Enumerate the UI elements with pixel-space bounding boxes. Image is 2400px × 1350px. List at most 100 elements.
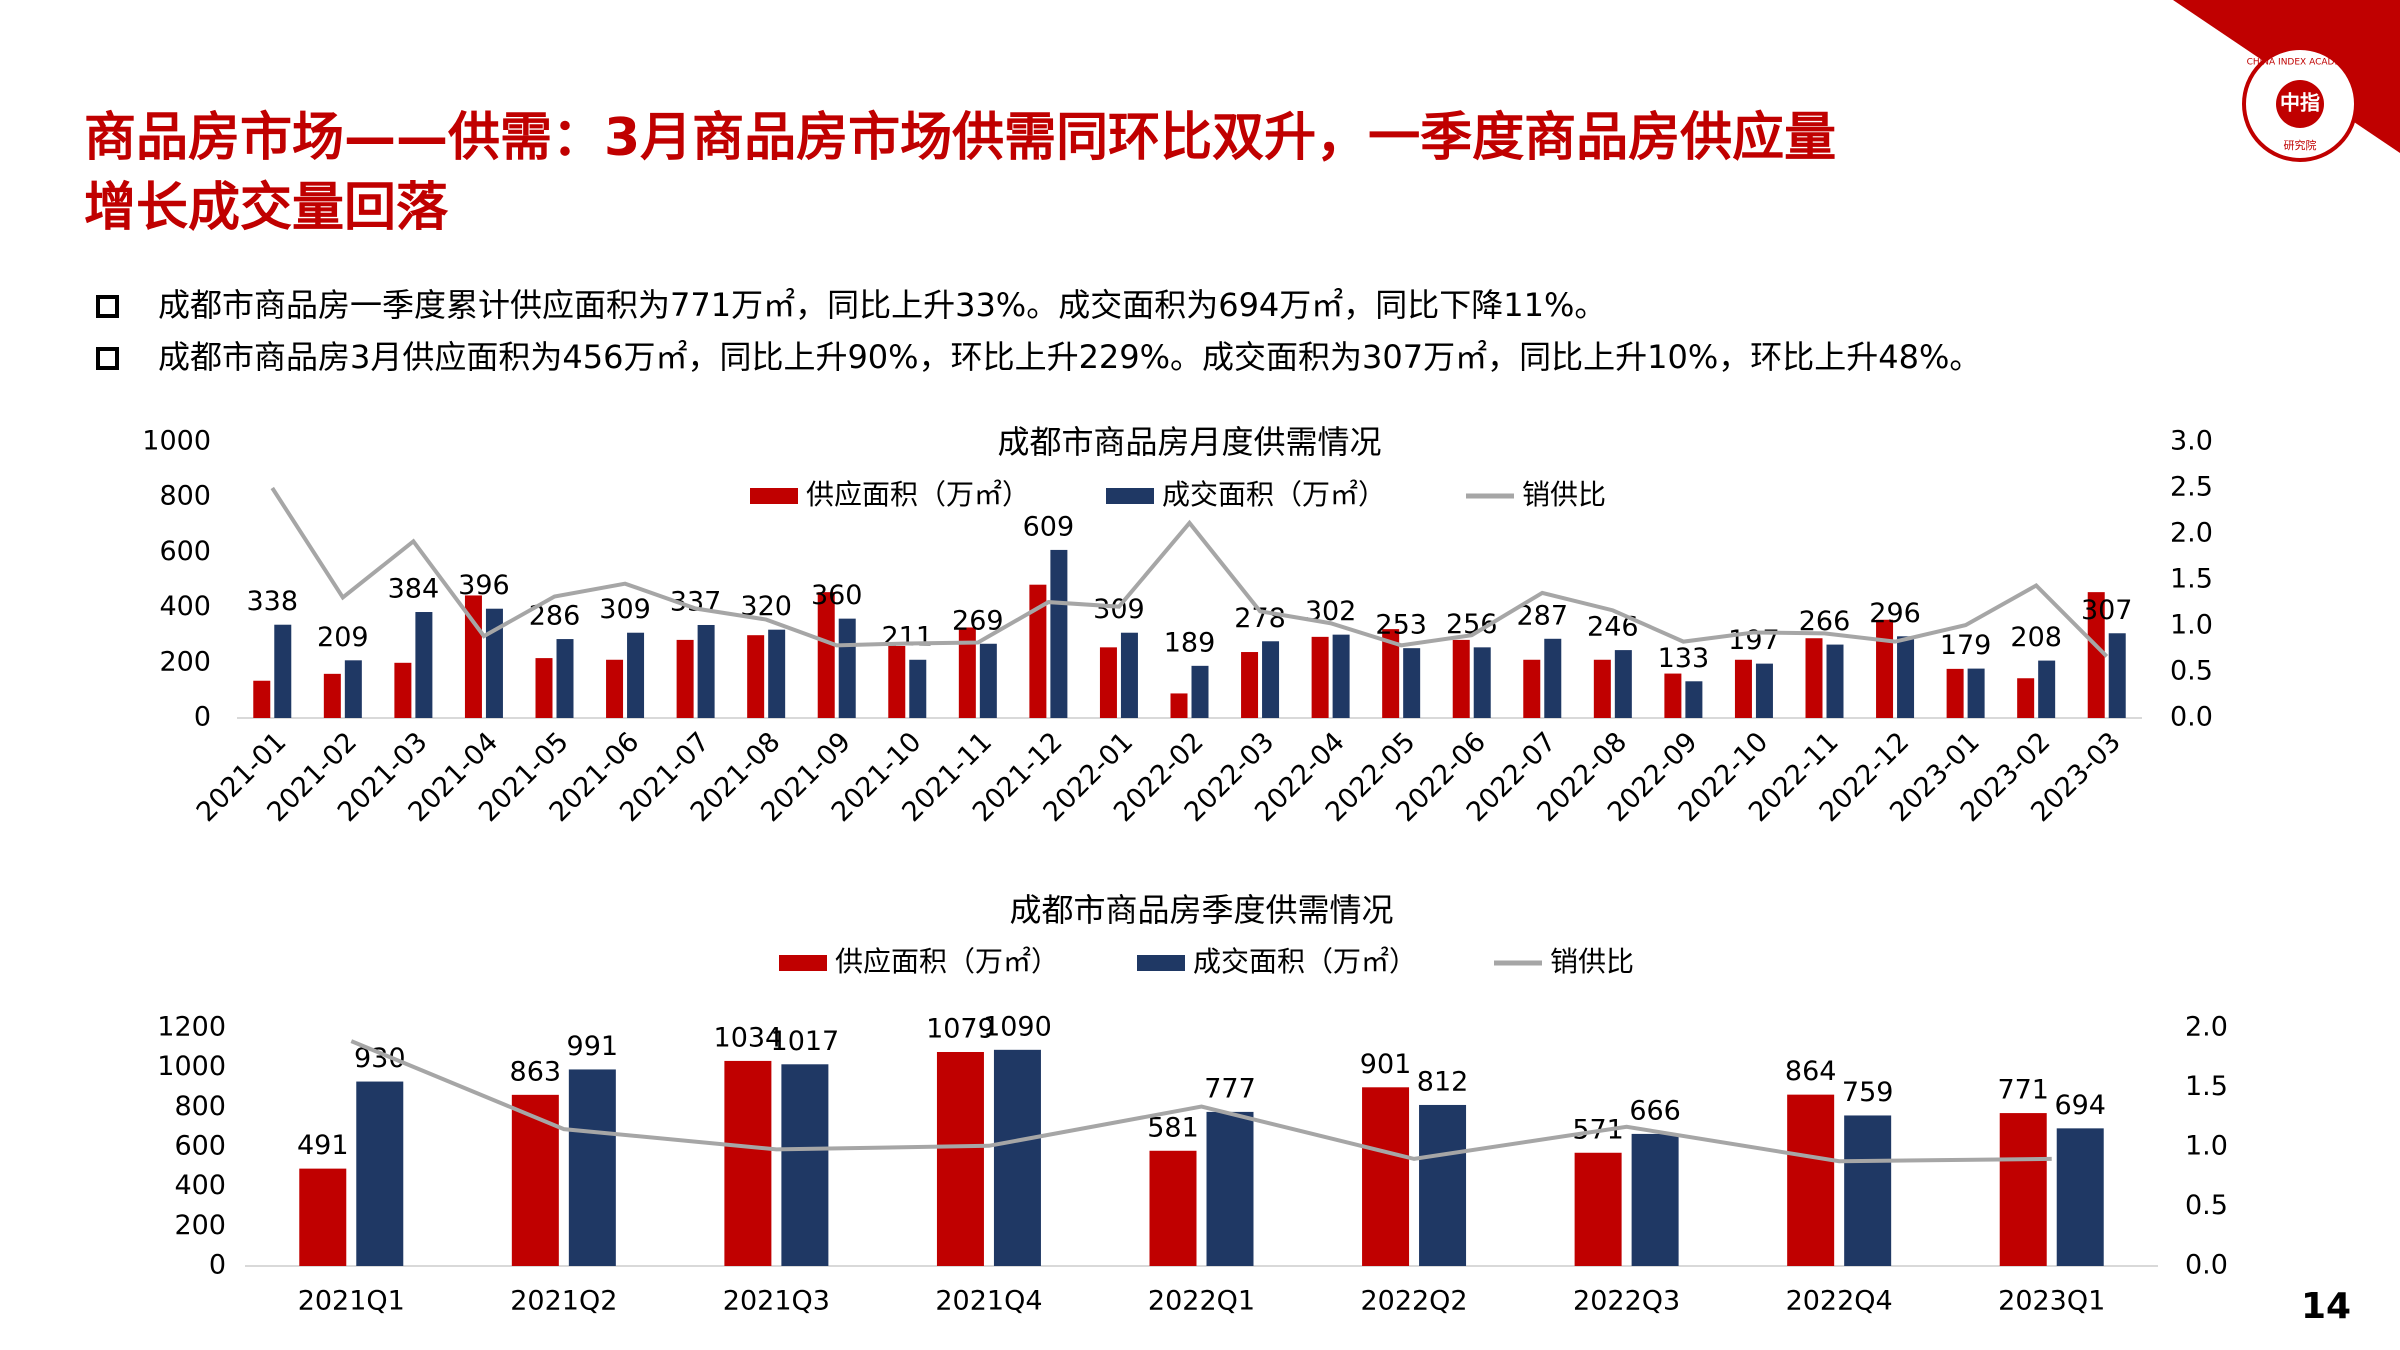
value-label: 208 bbox=[2010, 622, 2062, 653]
bar bbox=[1631, 1133, 1679, 1266]
value-label: 771 bbox=[1997, 1075, 2049, 1106]
value-label: 209 bbox=[317, 622, 369, 653]
value-label: 396 bbox=[458, 570, 510, 601]
bar bbox=[253, 680, 271, 718]
bar bbox=[1593, 659, 1611, 718]
slide-title: 增长成交量回落 bbox=[84, 178, 449, 238]
bar bbox=[1805, 638, 1823, 718]
y2-tick-label: 2.0 bbox=[2185, 1012, 2228, 1043]
value-label: 253 bbox=[1375, 610, 1427, 641]
bar bbox=[1050, 549, 1068, 718]
bar bbox=[627, 632, 645, 718]
logo-core bbox=[2276, 80, 2324, 128]
value-label: 1079 bbox=[926, 1013, 995, 1044]
y-tick-label: 1000 bbox=[142, 426, 211, 457]
y2-tick-label: 0.0 bbox=[2170, 702, 2213, 733]
value-label: 864 bbox=[1785, 1056, 1837, 1087]
bar bbox=[1946, 668, 1964, 718]
value-label: 1090 bbox=[983, 1011, 1052, 1042]
bar bbox=[1149, 1150, 1197, 1266]
bar bbox=[511, 1094, 559, 1266]
y2-tick-label: 2.0 bbox=[2170, 518, 2213, 549]
value-label: 179 bbox=[1940, 630, 1992, 661]
value-label: 1017 bbox=[771, 1026, 840, 1057]
bar bbox=[817, 592, 835, 718]
bar bbox=[1170, 693, 1188, 718]
y-tick-label: 0 bbox=[209, 1250, 226, 1281]
bar bbox=[2038, 660, 2056, 718]
y2-tick-label: 1.0 bbox=[2170, 610, 2213, 641]
bar bbox=[993, 1049, 1041, 1266]
value-label: 581 bbox=[1147, 1112, 1199, 1143]
bar bbox=[768, 629, 786, 718]
value-label: 1034 bbox=[714, 1022, 783, 1053]
bar bbox=[1362, 1087, 1410, 1266]
value-label: 666 bbox=[1629, 1095, 1681, 1126]
bullet-text: 成都市商品房一季度累计供应面积为771万㎡，同比上升33%。成交面积为694万㎡… bbox=[158, 286, 1606, 324]
y2-tick-label: 1.5 bbox=[2170, 564, 2213, 595]
value-label: 991 bbox=[567, 1031, 619, 1062]
bar bbox=[1614, 650, 1632, 718]
ratio-line bbox=[350, 1039, 2052, 1164]
x-tick-label: 2021Q4 bbox=[935, 1286, 1042, 1317]
bullet-text: 成都市商品房3月供应面积为456万㎡，同比上升90%，环比上升229%。成交面积… bbox=[158, 338, 1981, 376]
logo-mark: 中指 bbox=[2280, 91, 2320, 115]
bar bbox=[1206, 1111, 1254, 1266]
bar bbox=[2056, 1128, 2104, 1266]
bar bbox=[888, 645, 906, 718]
y-tick-label: 0 bbox=[194, 702, 211, 733]
value-label: 777 bbox=[1204, 1073, 1256, 1104]
bar bbox=[1734, 659, 1752, 718]
y2-tick-label: 0.5 bbox=[2170, 656, 2213, 687]
bar bbox=[958, 627, 976, 718]
value-label: 812 bbox=[1417, 1066, 1469, 1097]
legend-label: 供应面积（万㎡） bbox=[806, 478, 1030, 511]
y-tick-label: 200 bbox=[159, 646, 211, 677]
legend-label: 成交面积（万㎡） bbox=[1193, 945, 1417, 978]
value-label: 759 bbox=[1842, 1077, 1894, 1108]
bar bbox=[1967, 668, 1985, 718]
y2-tick-label: 2.5 bbox=[2170, 472, 2213, 503]
bar bbox=[936, 1051, 984, 1266]
bar bbox=[485, 608, 503, 718]
bar bbox=[676, 639, 694, 718]
bar bbox=[274, 624, 292, 718]
bullet-box bbox=[96, 347, 119, 370]
bar bbox=[979, 643, 997, 718]
value-label: 211 bbox=[882, 621, 934, 652]
y2-tick-label: 0.5 bbox=[2185, 1190, 2228, 1221]
y2-tick-label: 1.5 bbox=[2185, 1071, 2228, 1102]
bar bbox=[2017, 678, 2035, 718]
y-tick-label: 1000 bbox=[157, 1051, 226, 1082]
bar bbox=[909, 659, 927, 718]
value-label: 133 bbox=[1658, 643, 1710, 674]
value-label: 384 bbox=[388, 574, 440, 605]
x-tick-label: 2022Q4 bbox=[1786, 1286, 1893, 1317]
value-label: 901 bbox=[1360, 1049, 1412, 1080]
legend-label: 供应面积（万㎡） bbox=[835, 945, 1059, 978]
bar bbox=[1191, 665, 1209, 718]
bar bbox=[1876, 619, 1894, 718]
x-tick-label: 2023Q1 bbox=[1998, 1286, 2105, 1317]
bar bbox=[415, 612, 433, 718]
logo-name: CHINA INDEX ACADEMY bbox=[2247, 58, 2354, 68]
legend-label: 成交面积（万㎡） bbox=[1162, 478, 1386, 511]
bar bbox=[2087, 592, 2105, 718]
logo-sub: 研究院 bbox=[2284, 138, 2317, 152]
bar bbox=[323, 673, 341, 718]
y2-tick-label: 0.0 bbox=[2185, 1250, 2228, 1281]
value-label: 491 bbox=[297, 1130, 349, 1161]
bar bbox=[2108, 633, 2126, 718]
value-label: 189 bbox=[1164, 627, 1216, 658]
bar bbox=[1523, 659, 1541, 718]
bar bbox=[1787, 1094, 1835, 1266]
value-label: 609 bbox=[1023, 511, 1075, 542]
bar bbox=[1241, 652, 1259, 718]
y-tick-label: 400 bbox=[159, 591, 211, 622]
bar bbox=[1574, 1152, 1622, 1266]
bar bbox=[1473, 647, 1491, 718]
bar bbox=[781, 1064, 829, 1266]
legend-label: 销供比 bbox=[1522, 478, 1606, 511]
x-tick-label: 2022Q3 bbox=[1573, 1286, 1680, 1317]
bar bbox=[747, 635, 765, 718]
